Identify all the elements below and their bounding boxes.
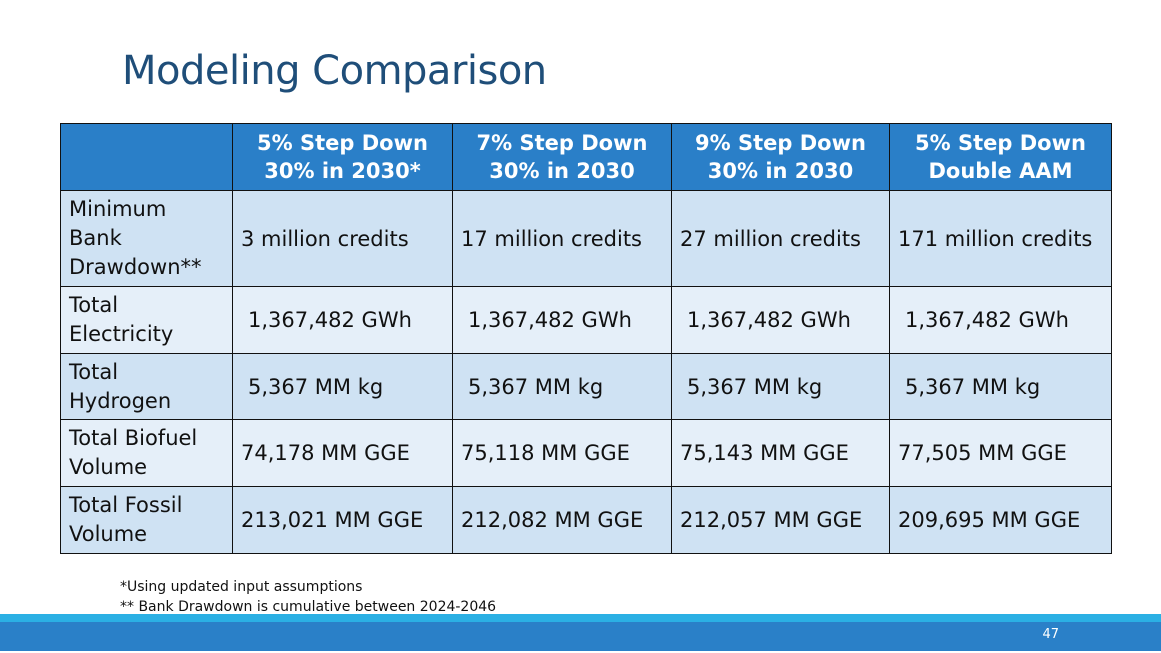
header-cell: 9% Step Down 30% in 2030 [671,123,890,191]
cell: 171 million credits [889,190,1112,287]
cell: 5,367 MM kg [232,353,453,420]
cell: 5,367 MM kg [671,353,890,420]
footnote: *Using updated input assumptions [120,579,363,595]
row-label: Total Electricity [60,286,233,354]
header-cell: 7% Step Down 30% in 2030 [452,123,672,191]
comparison-table: 5% Step Down 30% in 2030* 7% Step Down 3… [60,123,1112,554]
footnote: ** Bank Drawdown is cumulative between 2… [120,599,497,615]
cell: 5,367 MM kg [889,353,1112,420]
cell: 75,118 MM GGE [452,419,672,487]
cell: 1,367,482 GWh [671,286,890,354]
table-row: Total Electricity 1,367,482 GWh 1,367,48… [60,286,1112,354]
cell: 17 million credits [452,190,672,287]
header-cell: 5% Step Down Double AAM [889,123,1112,191]
row-label: Total Fossil Volume [60,486,233,554]
cell: 213,021 MM GGE [232,486,453,554]
header-cell [60,123,233,191]
table-row: Total Fossil Volume 213,021 MM GGE 212,0… [60,486,1112,554]
page-title: Modeling Comparison [122,48,547,94]
cell: 212,057 MM GGE [671,486,890,554]
header-row: 5% Step Down 30% in 2030* 7% Step Down 3… [60,123,1112,191]
page-number: 47 [1042,627,1059,642]
table-row: Total Hydrogen 5,367 MM kg 5,367 MM kg 5… [60,353,1112,420]
cell: 1,367,482 GWh [452,286,672,354]
cell: 209,695 MM GGE [889,486,1112,554]
cell: 5,367 MM kg [452,353,672,420]
table-row: Minimum Bank Drawdown** 3 million credit… [60,190,1112,287]
row-label: Total Biofuel Volume [60,419,233,487]
cell: 27 million credits [671,190,890,287]
header-cell: 5% Step Down 30% in 2030* [232,123,453,191]
footer-stripe [0,614,1161,622]
cell: 1,367,482 GWh [232,286,453,354]
footnotes: *Using updated input assumptions ** Bank… [120,577,496,617]
table-row: Total Biofuel Volume 74,178 MM GGE 75,11… [60,419,1112,487]
footer-band [0,622,1161,651]
cell: 74,178 MM GGE [232,419,453,487]
cell: 77,505 MM GGE [889,419,1112,487]
cell: 75,143 MM GGE [671,419,890,487]
cell: 3 million credits [232,190,453,287]
cell: 1,367,482 GWh [889,286,1112,354]
row-label: Minimum Bank Drawdown** [60,190,233,287]
row-label: Total Hydrogen [60,353,233,420]
cell: 212,082 MM GGE [452,486,672,554]
